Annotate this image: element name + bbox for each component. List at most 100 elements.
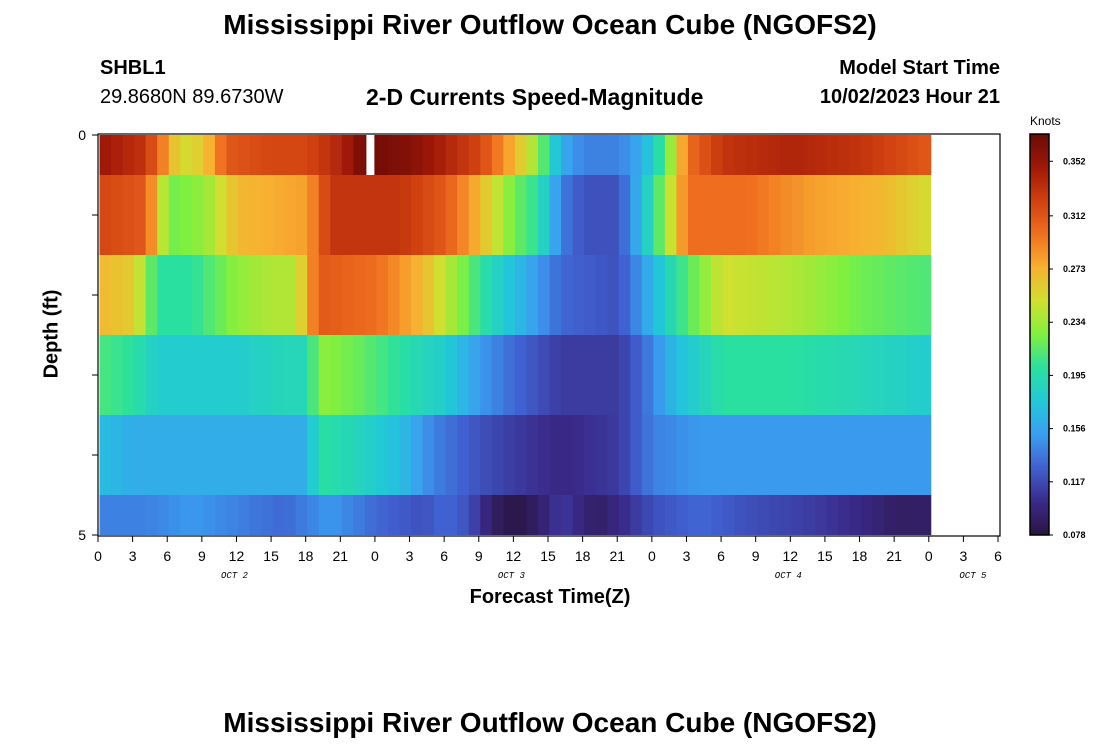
colorbar-tick-label: 0.312 <box>1063 211 1086 221</box>
heatmap-cell <box>895 335 909 415</box>
day-label: OCT 2 <box>221 571 249 581</box>
x-tick-label: 15 <box>263 548 279 564</box>
heatmap-cell <box>814 415 828 495</box>
x-tick-label: 18 <box>298 548 314 564</box>
heatmap-cell <box>549 255 563 335</box>
heatmap-cell <box>226 135 239 175</box>
heatmap-cell <box>99 335 113 415</box>
heatmap-cell <box>157 495 170 535</box>
heatmap-cell <box>549 415 563 495</box>
heatmap-cell <box>607 255 620 335</box>
heatmap-cell <box>907 255 920 335</box>
x-tick-label: 18 <box>852 548 868 564</box>
heatmap-cell <box>918 255 932 335</box>
heatmap-cell <box>745 255 759 335</box>
heatmap-cell <box>584 495 597 535</box>
heatmap-cell <box>572 135 586 175</box>
heatmap-cell <box>99 255 113 335</box>
heatmap-cell <box>387 495 401 535</box>
heatmap-cell <box>491 135 505 175</box>
heatmap-cell <box>203 415 216 495</box>
heatmap-cell <box>676 415 689 495</box>
heatmap-cell <box>653 495 666 535</box>
heatmap-cell <box>918 135 932 175</box>
heatmap-cell <box>630 135 643 175</box>
heatmap-cell <box>468 495 482 535</box>
heatmap-cell <box>422 135 436 175</box>
x-tick-label: 3 <box>683 548 691 564</box>
heatmap-cell <box>134 175 147 255</box>
heatmap-cell <box>503 135 516 175</box>
heatmap-cell <box>307 335 320 415</box>
heatmap-cell <box>803 335 816 415</box>
heatmap-cell <box>295 415 309 495</box>
heatmap-cell <box>134 495 147 535</box>
heatmap-cell <box>687 255 701 335</box>
heatmap-cell <box>434 335 447 415</box>
heatmap-cell <box>803 135 816 175</box>
heatmap-cell <box>295 335 309 415</box>
heatmap-cell <box>734 255 747 335</box>
heatmap-cell <box>907 175 920 255</box>
heatmap-cell <box>780 175 793 255</box>
heatmap-cell <box>341 175 355 255</box>
heatmap-cell <box>261 495 274 535</box>
heatmap-cell <box>711 335 724 415</box>
heatmap-cell <box>861 415 874 495</box>
heatmap-cell <box>307 495 320 535</box>
heatmap-cell <box>734 135 747 175</box>
heatmap-cell <box>272 415 286 495</box>
heatmap-cell <box>884 495 897 535</box>
heatmap-cell <box>445 175 459 255</box>
missing-data-gap <box>366 135 375 175</box>
x-tick-label: 9 <box>752 548 760 564</box>
heatmap-cell <box>457 335 470 415</box>
heatmap-cell <box>353 495 366 535</box>
heatmap-cell <box>364 175 378 255</box>
heatmap-cell <box>491 415 505 495</box>
heatmap-cell <box>849 175 863 255</box>
heatmap-cell <box>111 135 124 175</box>
heatmap-cell <box>791 415 805 495</box>
heatmap-cell <box>457 415 470 495</box>
heatmap-cell <box>895 175 909 255</box>
colorbar-units: Knots <box>1030 114 1061 128</box>
heatmap-cell <box>191 255 205 335</box>
x-tick-label: 3 <box>959 548 967 564</box>
heatmap-cell <box>768 415 782 495</box>
heatmap-cell <box>261 335 274 415</box>
heatmap-cell <box>341 335 355 415</box>
heatmap-cell <box>618 335 632 415</box>
heatmap-cell <box>134 255 147 335</box>
heatmap-cell <box>537 135 551 175</box>
heatmap-cell <box>826 255 839 335</box>
heatmap-cell <box>837 495 851 535</box>
heatmap-cell <box>434 255 447 335</box>
heatmap-cell <box>757 335 770 415</box>
heatmap-cell <box>249 495 263 535</box>
heatmap-cell <box>480 335 493 415</box>
heatmap-cell <box>699 415 713 495</box>
heatmap-cell <box>814 255 828 335</box>
heatmap-cell <box>99 495 113 535</box>
heatmap-cell <box>526 335 539 415</box>
heatmap-cell <box>687 135 701 175</box>
heatmap-cell <box>145 495 159 535</box>
heatmap-cell <box>907 135 920 175</box>
heatmap-cell <box>295 135 309 175</box>
heatmap-cell <box>872 495 886 535</box>
colorbar-gradient <box>1029 133 1050 536</box>
heatmap-cell <box>849 135 863 175</box>
heatmap-cell <box>411 255 424 335</box>
x-tick-label: 21 <box>333 548 349 564</box>
heatmap-cell <box>734 495 747 535</box>
heatmap-cell <box>168 415 182 495</box>
heatmap-cell <box>884 135 897 175</box>
heatmap-cell <box>330 495 343 535</box>
heatmap-cell <box>630 415 643 495</box>
heatmap-cell <box>630 495 643 535</box>
colorbar-tick-label: 0.078 <box>1063 530 1086 540</box>
heatmap-cell <box>318 495 332 535</box>
heatmap-cell <box>457 495 470 535</box>
heatmap-cell <box>399 495 413 535</box>
